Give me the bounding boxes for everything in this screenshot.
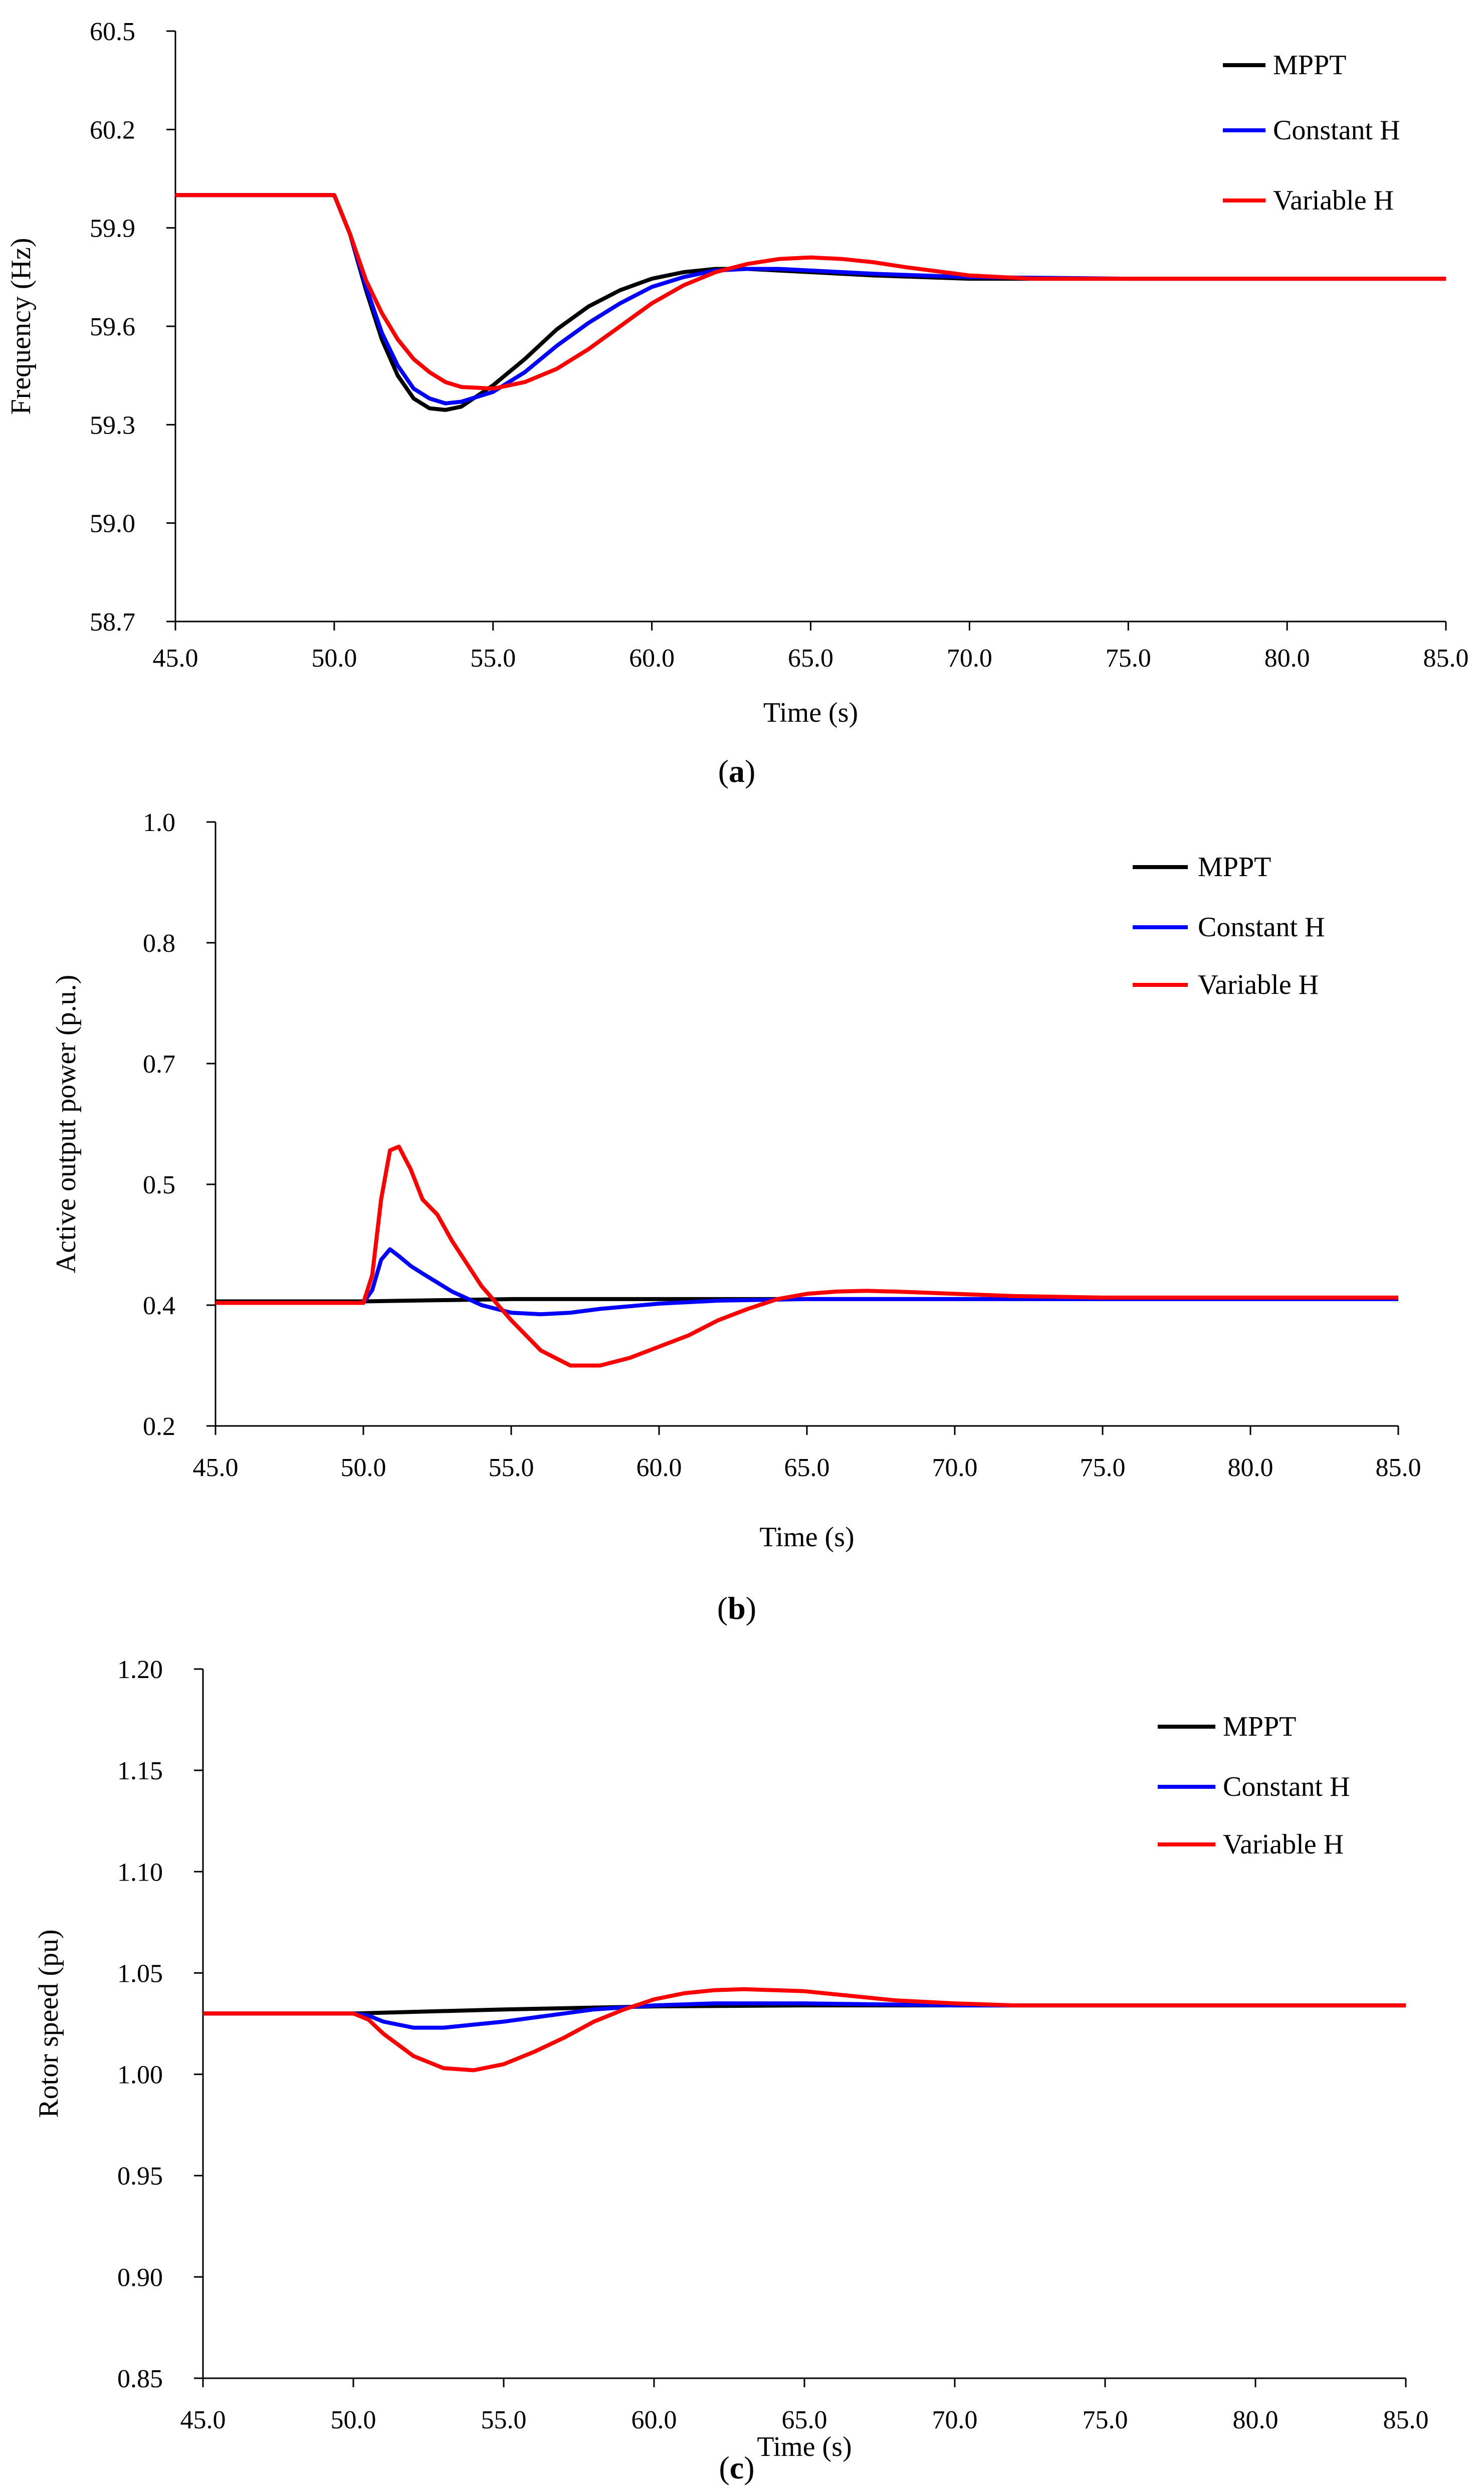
y-axis-title: Frequency (Hz) <box>6 238 37 415</box>
y-tick-label: 59.0 <box>90 510 135 538</box>
x-tick-label: 80.0 <box>1228 1454 1274 1482</box>
legend: MPPT Constant H Variable H <box>1158 1711 1350 1860</box>
x-tick-label: 60.0 <box>637 1454 682 1482</box>
y-tick-label: 0.8 <box>143 929 175 958</box>
panel-c-rotor-speed-chart: 45.0 50.0 55.0 60.0 65.0 70.0 75.0 80.0 85.0 0.85… <box>33 1655 1429 2485</box>
caption-open-paren: ( <box>719 2450 729 2485</box>
legend: MPPT Constant H Variable H <box>1223 50 1400 216</box>
y-axis-title: Active output power (p.u.) <box>51 975 82 1274</box>
legend-label: Constant H <box>1223 1771 1350 1802</box>
y-tick-label: 1.15 <box>117 1757 163 1785</box>
series-line-variable-h <box>203 1987 1406 2072</box>
y-tick-label: 59.3 <box>90 411 135 440</box>
y-tick-label: 1.05 <box>117 1959 163 1988</box>
y-tick-label: 0.95 <box>117 2162 163 2191</box>
series-line-variable-h <box>175 193 1446 391</box>
x-tick-label: 70.0 <box>932 2406 978 2434</box>
x-tick-label: 50.0 <box>311 644 357 673</box>
x-tick-label: 75.0 <box>1080 1454 1126 1482</box>
x-tick-label: 45.0 <box>153 644 198 673</box>
y-tick-label: 0.85 <box>117 2365 163 2393</box>
x-tick-label: 80.0 <box>1264 644 1310 673</box>
caption-letter: a <box>729 753 745 789</box>
x-tick-label: 45.0 <box>180 2406 226 2434</box>
y-tick-label: 1.00 <box>117 2061 163 2090</box>
legend-label: Constant H <box>1198 912 1325 943</box>
x-tick-label: 50.0 <box>341 1454 386 1482</box>
legend: MPPT Constant H Variable H <box>1133 852 1325 1000</box>
legend-label: Variable H <box>1273 185 1394 216</box>
caption-letter: c <box>730 2450 744 2485</box>
series-line-constant-h <box>175 193 1446 405</box>
y-tick-label: 60.2 <box>90 116 135 144</box>
x-tick-label: 50.0 <box>331 2406 376 2434</box>
x-tick-label: 60.0 <box>629 644 675 673</box>
x-axis-title: Time (s) <box>759 1522 854 1553</box>
legend-label: MPPT <box>1273 50 1346 81</box>
y-tick-label: 58.7 <box>90 608 135 637</box>
x-tick-label: 55.0 <box>470 644 516 673</box>
x-tick-label: 70.0 <box>947 644 992 673</box>
x-tick-label: 75.0 <box>1083 2406 1128 2434</box>
x-tick-label: 85.0 <box>1383 2406 1429 2434</box>
series-line-mppt <box>175 193 1446 412</box>
x-tick-label: 80.0 <box>1233 2406 1279 2434</box>
caption-letter: b <box>728 1590 746 1626</box>
y-axis-title: Rotor speed (pu) <box>33 1929 64 2118</box>
caption-open-paren: ( <box>717 1590 728 1626</box>
x-tick-label: 75.0 <box>1106 644 1151 673</box>
caption-open-paren: ( <box>718 753 729 789</box>
y-tick-label: 1.20 <box>117 1655 163 1684</box>
legend-label: MPPT <box>1223 1711 1296 1742</box>
x-tick-label: 45.0 <box>193 1454 239 1482</box>
y-tick-label: 0.90 <box>117 2263 163 2292</box>
caption-close-paren: ) <box>745 753 755 789</box>
x-tick-label: 85.0 <box>1423 644 1469 673</box>
x-tick-label: 85.0 <box>1376 1454 1421 1482</box>
legend-label: MPPT <box>1198 852 1271 883</box>
panel-caption: (a) <box>718 753 756 789</box>
y-tick-label: 0.7 <box>143 1050 175 1079</box>
panel-caption: (b) <box>717 1590 756 1626</box>
x-tick-label: 55.0 <box>481 2406 527 2434</box>
y-tick-label: 0.5 <box>143 1171 175 1199</box>
y-tick-label: 1.10 <box>117 1858 163 1887</box>
caption-close-paren: ) <box>744 2450 754 2485</box>
y-tick-label: 59.6 <box>90 313 135 341</box>
y-tick-label: 0.2 <box>143 1412 175 1441</box>
y-tick-label: 1.0 <box>143 808 175 837</box>
y-tick-label: 0.4 <box>143 1292 175 1320</box>
x-tick-label: 65.0 <box>788 644 833 673</box>
legend-label: Constant H <box>1273 115 1400 146</box>
x-tick-label: 60.0 <box>631 2406 677 2434</box>
x-tick-label: 65.0 <box>784 1454 830 1482</box>
y-tick-label: 60.5 <box>90 18 135 46</box>
y-tick-label: 59.9 <box>90 215 135 243</box>
series-line-constant-h <box>216 1247 1398 1317</box>
x-tick-label: 65.0 <box>782 2406 827 2434</box>
x-tick-label: 70.0 <box>932 1454 978 1482</box>
panel-a-frequency-chart: 45.0 50.0 55.0 60.0 65.0 70.0 75.0 80.0 85.0 58.7… <box>6 18 1469 789</box>
x-tick-label: 55.0 <box>489 1454 534 1482</box>
panel-b-active-power-chart: 45.0 50.0 55.0 60.0 65.0 70.0 75.0 80.0 85.0 0.2 0… <box>51 808 1421 1626</box>
caption-close-paren: ) <box>746 1590 756 1626</box>
legend-label: Variable H <box>1198 969 1319 1000</box>
x-axis-title: Time (s) <box>763 697 858 728</box>
x-axis-title: Time (s) <box>757 2431 852 2462</box>
panel-caption: (c) <box>719 2450 754 2485</box>
series-line-variable-h <box>216 1144 1398 1368</box>
legend-label: Variable H <box>1223 1829 1344 1860</box>
